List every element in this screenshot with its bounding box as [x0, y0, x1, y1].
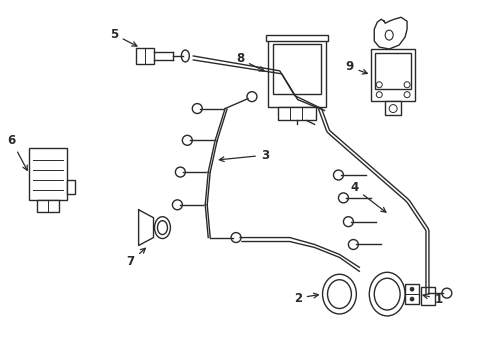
Ellipse shape	[327, 280, 351, 309]
Circle shape	[172, 200, 182, 210]
Ellipse shape	[385, 30, 393, 40]
Text: 5: 5	[110, 28, 137, 46]
Circle shape	[334, 170, 343, 180]
Ellipse shape	[157, 221, 168, 235]
Bar	[273, 44, 320, 94]
Text: 1: 1	[423, 293, 443, 306]
Circle shape	[442, 288, 452, 298]
Text: 3: 3	[220, 149, 269, 162]
Circle shape	[404, 92, 410, 98]
Bar	[371, 49, 415, 100]
Ellipse shape	[374, 278, 400, 310]
Circle shape	[192, 104, 202, 113]
Bar	[375, 53, 411, 89]
Bar	[268, 39, 325, 107]
Circle shape	[389, 105, 397, 113]
Circle shape	[231, 233, 241, 243]
Circle shape	[343, 217, 353, 227]
Text: 9: 9	[345, 60, 368, 74]
Ellipse shape	[322, 274, 356, 314]
Bar	[37, 200, 59, 212]
Text: 6: 6	[7, 134, 27, 170]
Text: 4: 4	[350, 181, 386, 212]
Circle shape	[247, 92, 257, 102]
Circle shape	[182, 135, 192, 145]
Text: 2: 2	[294, 292, 318, 305]
Ellipse shape	[369, 272, 405, 316]
Text: 8: 8	[236, 53, 264, 71]
Bar	[385, 100, 401, 114]
Circle shape	[376, 82, 382, 88]
Bar	[29, 148, 67, 200]
Circle shape	[339, 193, 348, 203]
Circle shape	[410, 287, 414, 291]
Circle shape	[348, 239, 358, 249]
Bar	[67, 180, 75, 194]
Bar	[278, 107, 316, 121]
Circle shape	[376, 92, 382, 98]
Circle shape	[175, 167, 185, 177]
Circle shape	[404, 82, 410, 88]
Bar	[266, 35, 327, 41]
Text: 7: 7	[126, 248, 146, 268]
Bar	[136, 48, 153, 64]
Ellipse shape	[181, 50, 189, 62]
Bar	[405, 284, 419, 304]
Ellipse shape	[154, 217, 171, 239]
Circle shape	[410, 297, 414, 301]
Bar	[421, 287, 435, 305]
